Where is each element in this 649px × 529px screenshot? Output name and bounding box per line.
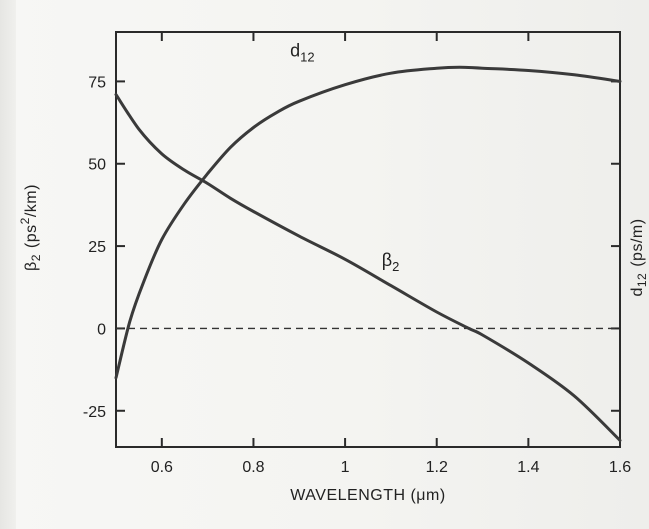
x-tick-label: 1.4 (517, 459, 539, 476)
y-tick-label: 75 (88, 74, 106, 91)
x-tick-label: 0.8 (242, 459, 264, 476)
x-tick-label: 1.2 (426, 459, 448, 476)
beta2-series-label-sub: 2 (392, 259, 399, 274)
y-tick-label: 25 (88, 239, 106, 256)
left-axis-title-sup: 2 (18, 217, 32, 224)
left-axis-title-close: /km) (23, 184, 40, 217)
x-axis-title: WAVELENGTH (μm) (290, 487, 445, 504)
left-axis-title-open: (ps (23, 224, 40, 248)
beta2-series-label: β2 (382, 250, 400, 274)
series-layer (114, 65, 622, 442)
y-tick-label: 0 (97, 321, 106, 338)
x-tick-label: 0.6 (151, 459, 173, 476)
left-axis-title: β2(ps2/km) (18, 184, 43, 271)
d12-series-label-base: d (290, 41, 300, 61)
d12-series-label: d12 (290, 41, 314, 65)
x-tick-label: 1.6 (609, 459, 631, 476)
plot-frame (115, 31, 621, 448)
left-axis-title-sub: 2 (29, 254, 43, 261)
right-axis-title-rest: (ps/m) (629, 218, 646, 266)
right-axis-title-sub: 12 (635, 273, 649, 287)
d12-curve (114, 65, 622, 380)
left-axis-title-base: β (23, 261, 40, 271)
d12-series-label-sub: 12 (300, 50, 314, 65)
beta2-curve (114, 93, 622, 442)
axes-layer: 0.6 0.8 1 1.2 1.4 1.6 75 50 25 0 -25 (83, 31, 631, 476)
page-edge-strip (0, 0, 16, 529)
y-tick-label: -25 (83, 404, 106, 421)
y-tick-label: 50 (88, 157, 106, 174)
x-tick-label: 1 (341, 459, 350, 476)
right-axis-title-base: d (629, 287, 646, 296)
right-axis-title: d12 (ps/m) (629, 218, 649, 296)
label-layer: WAVELENGTH (μm) β2(ps2/km) d12(ps/m) d12… (18, 41, 649, 504)
beta2-series-label-base: β (382, 250, 392, 270)
